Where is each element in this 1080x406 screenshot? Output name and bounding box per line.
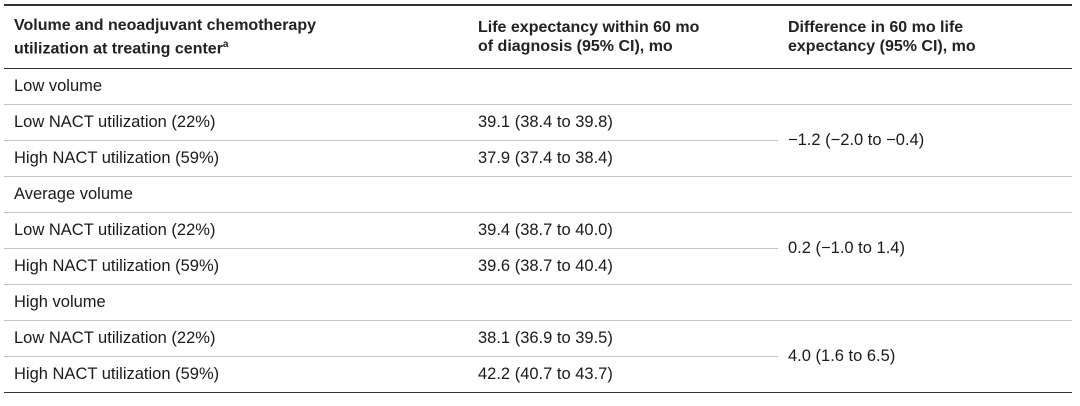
data-row: Low NACT utilization (22%) 39.4 (38.7 to … [4, 212, 1072, 285]
table-body: Low volume Low NACT utilization (22%) 39.1… [4, 68, 1072, 393]
page: Volume and neoadjuvant chemotherapy utili… [0, 4, 1080, 406]
table-header: Volume and neoadjuvant chemotherapy utili… [4, 4, 1072, 69]
data-row: Low NACT utilization (22%) 38.1 (36.9 to … [4, 320, 1072, 393]
difference: −1.2 (−2.0 to −0.4) [778, 104, 1072, 177]
life-expectancy: 37.9 (37.4 to 38.4) [468, 140, 778, 177]
data-row: High NACT utilization (59%) 37.9 (37.4 to… [4, 140, 1072, 177]
header-cell: Difference in 60 mo life expectancy (95% … [778, 4, 1072, 69]
group-label: Low volume [4, 68, 1072, 105]
life-expectancy: 39.4 (38.7 to 40.0) [468, 212, 778, 249]
footnote-mark: a [222, 38, 229, 50]
row-label: High NACT utilization (59%) [4, 140, 468, 177]
header-line: Volume and neoadjuvant chemotherapy [14, 16, 316, 34]
row-label: High NACT utilization (59%) [4, 356, 468, 393]
life-expectancy: 38.1 (36.9 to 39.5) [468, 320, 778, 357]
row-label: Low NACT utilization (22%) [4, 104, 468, 141]
life-expectancy: 42.2 (40.7 to 43.7) [468, 356, 778, 393]
header-line: expectancy (95% CI), mo [788, 37, 976, 55]
group-row: High volume [4, 284, 1072, 321]
life-expectancy: 39.6 (38.7 to 40.4) [468, 248, 778, 285]
header-line: of diagnosis (95% CI), mo [478, 37, 673, 55]
life-expectancy: 39.1 (38.4 to 39.8) [468, 104, 778, 141]
difference: 4.0 (1.6 to 6.5) [778, 320, 1072, 393]
header-line: Life expectancy within 60 mo [478, 18, 700, 36]
header-line: utilization at treating centera [14, 38, 229, 57]
row-label: Low NACT utilization (22%) [4, 212, 468, 249]
group-label: High volume [4, 284, 1072, 321]
row-label: Low NACT utilization (22%) [4, 320, 468, 357]
header-cell: Volume and neoadjuvant chemotherapy utili… [4, 4, 468, 69]
data-row: High NACT utilization (59%) 42.2 (40.7 to… [4, 356, 1072, 393]
group-row: Average volume [4, 176, 1072, 213]
header-cell: Life expectancy within 60 mo of diagnosis… [468, 4, 778, 69]
difference: 0.2 (−1.0 to 1.4) [778, 212, 1072, 285]
data-row: Low NACT utilization (22%) 39.1 (38.4 to … [4, 104, 1072, 177]
row-label: High NACT utilization (59%) [4, 248, 468, 285]
results-table: Volume and neoadjuvant chemotherapy utili… [4, 4, 1072, 393]
header-line: Difference in 60 mo life [788, 18, 964, 36]
data-row: High NACT utilization (59%) 39.6 (38.7 to… [4, 248, 1072, 285]
group-label: Average volume [4, 176, 1072, 213]
header-row: Volume and neoadjuvant chemotherapy utili… [4, 4, 1072, 69]
group-row: Low volume [4, 68, 1072, 105]
